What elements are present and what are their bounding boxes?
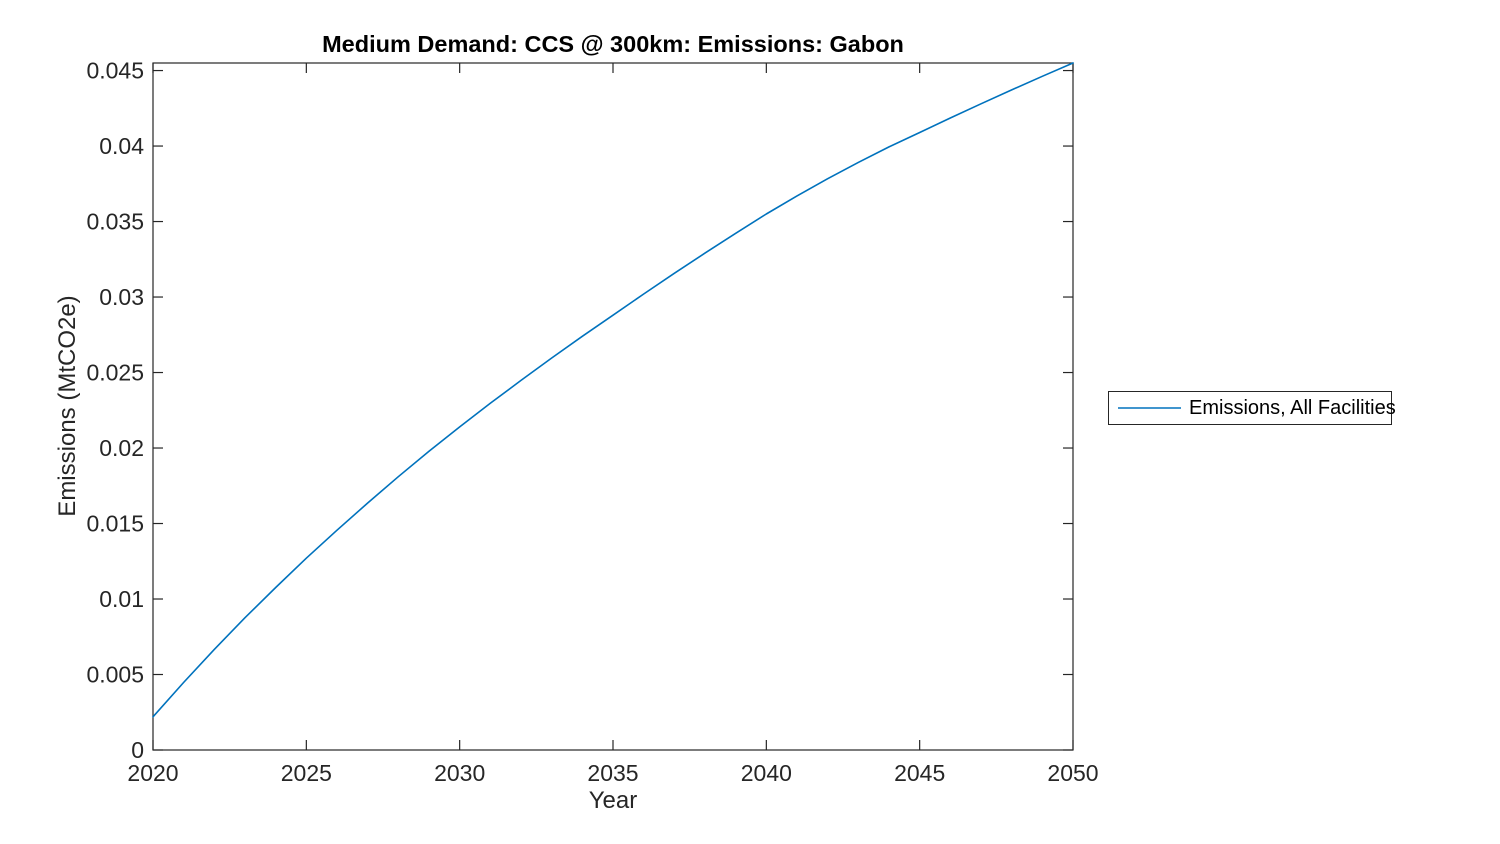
y-tick-label: 0.03 <box>99 284 144 310</box>
y-tick-label: 0.045 <box>86 58 144 84</box>
y-tick-label: 0.005 <box>86 662 144 688</box>
x-tick-label: 2020 <box>127 760 178 786</box>
legend: Emissions, All Facilities <box>1108 391 1396 425</box>
legend-label: Emissions, All Facilities <box>1189 396 1396 419</box>
x-tick-label: 2040 <box>741 760 792 786</box>
x-tick-label: 2045 <box>894 760 945 786</box>
x-axis-label: Year <box>588 787 638 814</box>
chart-title: Medium Demand: CCS @ 300km: Emissions: G… <box>322 31 904 57</box>
y-tick-label: 0.04 <box>99 133 144 159</box>
y-tick-label: 0.035 <box>86 209 144 235</box>
legend-line-sample-icon <box>1118 407 1181 409</box>
series-line-emissions-all-facilities <box>152 62 1074 718</box>
y-tick-label: 0.015 <box>86 511 144 537</box>
x-tick-label: 2050 <box>1047 760 1098 786</box>
axes-frame <box>152 62 1074 751</box>
x-tick-label: 2035 <box>587 760 638 786</box>
y-tick-label: 0.025 <box>86 360 144 386</box>
y-tick-label: 0.01 <box>99 586 144 612</box>
x-tick-label: 2030 <box>434 760 485 786</box>
y-tick-label: 0 <box>131 737 144 763</box>
x-tick-label: 2025 <box>281 760 332 786</box>
y-tick-label: 0.02 <box>99 435 144 461</box>
y-axis-label: Emissions (MtCO2e) <box>54 295 81 517</box>
